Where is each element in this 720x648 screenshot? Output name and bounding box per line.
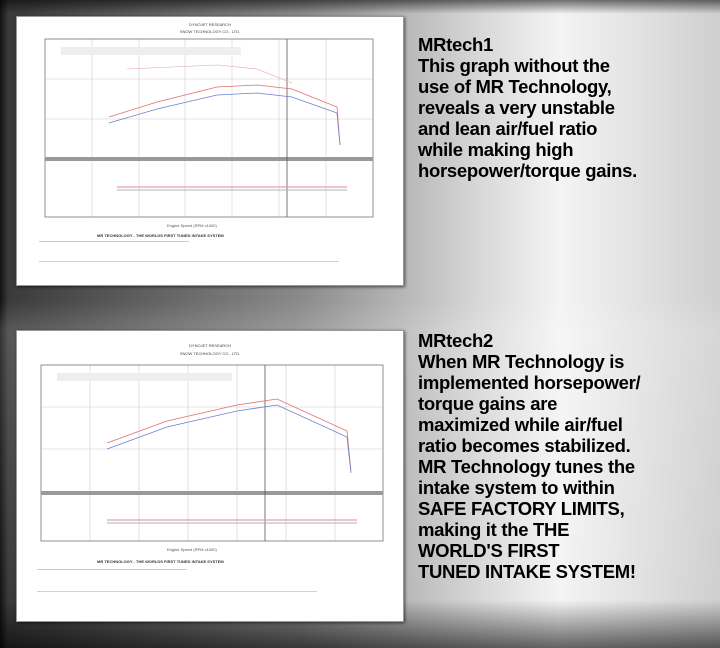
chart-header: DYNOJET RESEARCH [189, 343, 231, 348]
description-line: ratio becomes stabilized. [418, 435, 631, 456]
description-line: MR Technology tunes the [418, 456, 635, 477]
chart-company: SNOW TECHNOLOGY CO., LTD. [179, 351, 241, 356]
section-title: MRtech1 [418, 34, 493, 55]
x-axis-label: Engine Speed (RPM x1000) [167, 547, 217, 552]
series-red-power [106, 398, 352, 472]
legend-blue-run [37, 569, 187, 586]
x-axis-label: Engine Speed (RPM x1000) [167, 223, 217, 228]
description-line: horsepower/torque gains. [418, 160, 637, 181]
section-title: MRtech2 [418, 330, 493, 351]
chart-header: DYNOJET RESEARCH [189, 22, 231, 27]
description-line: SAFE FACTORY LIMITS, [418, 498, 625, 519]
series-red-torque [126, 64, 293, 84]
dyno-chart-2: DYNOJET RESEARCH SNOW TECHNOLOGY CO., LT… [16, 330, 404, 622]
description-line: reveals a very unstable [418, 97, 615, 118]
description-line: TUNED INTAKE SYSTEM! [418, 561, 636, 582]
legend-red-run [37, 591, 317, 608]
series-red-power [108, 84, 341, 146]
dyno-plot-1 [44, 38, 374, 218]
chart-footer: MR TECHNOLOGY - THE WORLDS FIRST TUNED I… [97, 559, 224, 564]
description-line: WORLD'S FIRST [418, 540, 560, 561]
description-line: This graph without the [418, 55, 610, 76]
description-line: intake system to within [418, 477, 615, 498]
section-mrtech1: MRtech1 This graph without the use of MR… [418, 34, 637, 181]
description-line: while making high [418, 139, 574, 160]
chart-company: SNOW TECHNOLOGY CO., LTD. [179, 29, 241, 34]
series-blue-power [106, 404, 352, 474]
description-line: maximized while air/fuel [418, 414, 623, 435]
description-line: implemented horsepower/ [418, 372, 641, 393]
chart-footer: MR TECHNOLOGY - THE WORLDS FIRST TUNED I… [97, 233, 224, 238]
description-line: When MR Technology is [418, 351, 625, 372]
description-line: making it the THE [418, 519, 570, 540]
description-line: use of MR Technology, [418, 76, 612, 97]
dyno-chart-1: DYNOJET RESEARCH SNOW TECHNOLOGY CO., LT… [16, 16, 404, 286]
description-line: torque gains are [418, 393, 558, 414]
section-mrtech2: MRtech2 When MR Technology is implemente… [418, 330, 641, 582]
description-line: and lean air/fuel ratio [418, 118, 598, 139]
legend-red-run [39, 261, 339, 276]
series-blue-power [108, 92, 341, 146]
legend-blue-run [39, 241, 189, 256]
dyno-plot-2 [40, 364, 384, 542]
